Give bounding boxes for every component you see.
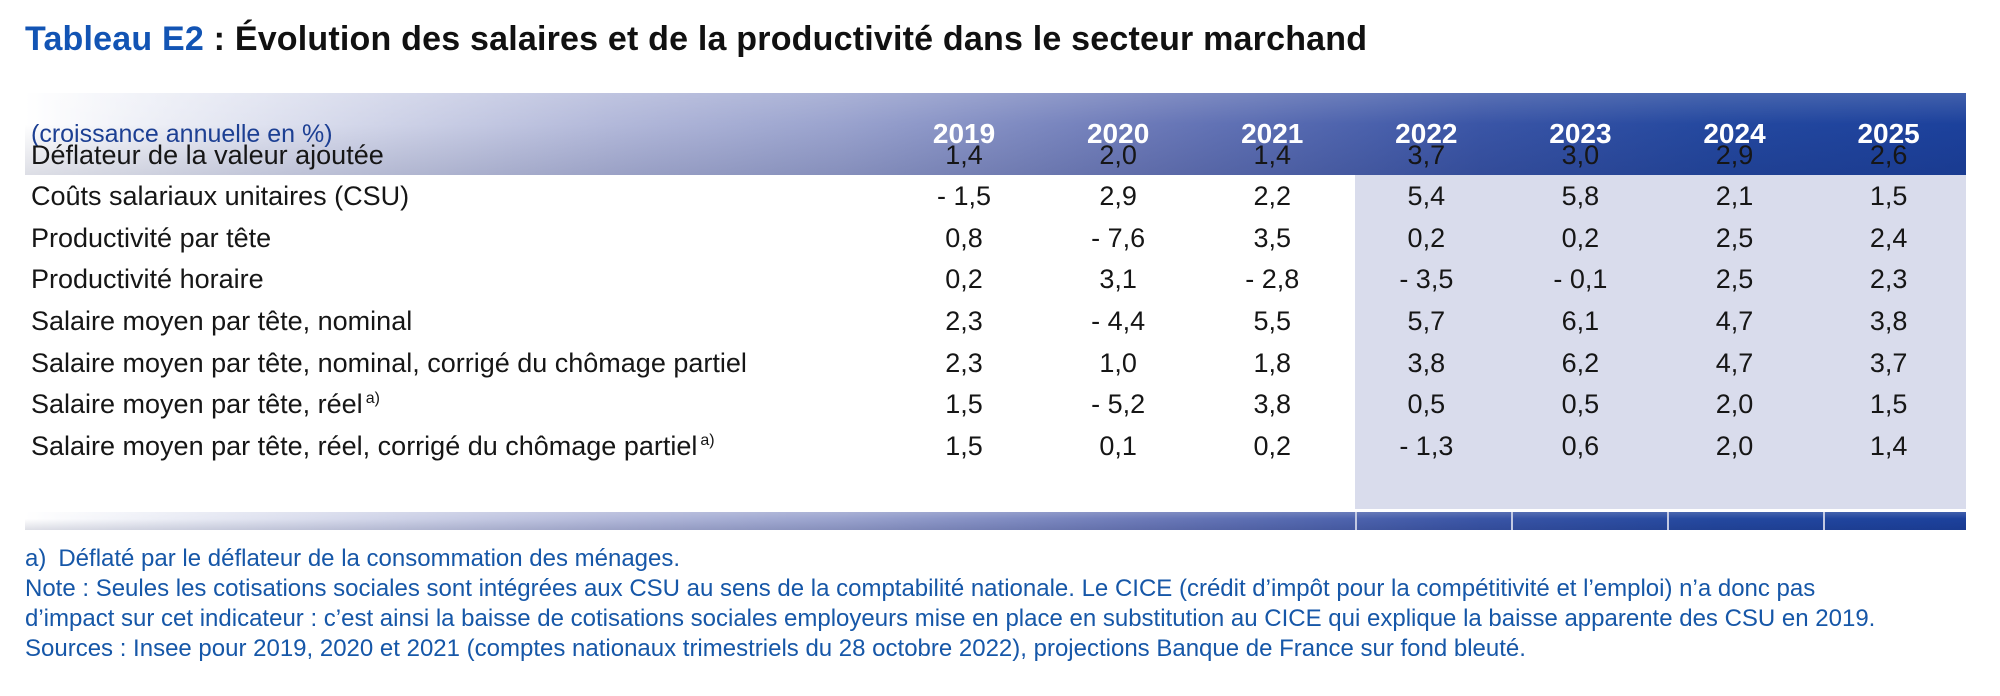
value-cell-2021-row1: 1,4 — [1253, 139, 1291, 170]
value-cell-2024-row8: 2,0 — [1715, 430, 1754, 461]
value-cell-2019-row8: 1,5 — [945, 430, 983, 461]
value-cell-2025-row5: 3,8 — [1869, 305, 1908, 336]
value-cell-2023-row8: 0,6 — [1561, 430, 1600, 461]
value-cell-2020-row5: - 4,4 — [1091, 305, 1146, 336]
year-header-2021: 2021 — [1241, 118, 1304, 149]
note-line-1: Note : Seules les cotisations sociales s… — [25, 575, 1816, 602]
value-cell-2023-row7: 0,5 — [1561, 389, 1600, 420]
value-cell-2020-row7: - 5,2 — [1091, 389, 1146, 420]
value-cell-2025-row6: 3,7 — [1869, 347, 1908, 378]
value-cell-2023-row5: 6,1 — [1561, 305, 1600, 336]
value-cell-2021-row4: - 2,8 — [1245, 264, 1300, 295]
value-cell-2024-row6: 4,7 — [1715, 347, 1754, 378]
row-label: Salaire moyen par tête, nominal — [31, 305, 413, 336]
table-header-band — [25, 93, 1966, 175]
note-line-2: d’impact sur cet indicateur : c’est ains… — [25, 605, 1876, 632]
value-cell-2022-row7: 0,5 — [1407, 389, 1446, 420]
value-cell-2020-row6: 1,0 — [1099, 347, 1137, 378]
table-title-text: : Évolution des salaires et de la produc… — [204, 20, 1368, 58]
value-cell-2021-row2: 2,2 — [1253, 181, 1291, 212]
bar-separator — [1511, 512, 1513, 530]
value-cell-2019-row3: 0,8 — [945, 222, 983, 253]
page-content: Tableau E2 : Évolution des salaires et d… — [25, 0, 1966, 696]
value-cell-2020-row2: 2,9 — [1099, 181, 1137, 212]
page-title: Tableau E2 : Évolution des salaires et d… — [25, 20, 1367, 59]
row-label: Productivité par tête — [31, 222, 272, 253]
value-cell-2025-row3: 2,4 — [1869, 222, 1908, 253]
year-header-2022: 2022 — [1395, 118, 1458, 149]
value-cell-2021-row6: 1,8 — [1253, 347, 1291, 378]
footnote-a-text: Déflaté par le déflateur de la consommat… — [58, 545, 681, 572]
value-cell-2020-row3: - 7,6 — [1091, 222, 1146, 253]
row-label: Coûts salariaux unitaires (CSU) — [31, 181, 410, 212]
value-cell-2021-row7: 3,8 — [1253, 389, 1291, 420]
value-cell-2024-row3: 2,5 — [1715, 222, 1754, 253]
row-label: Déflateur de la valeur ajoutée — [31, 139, 384, 170]
value-cell-2019-row7: 1,5 — [945, 389, 983, 420]
footnote-ref: a) — [700, 431, 715, 449]
footnote-ref: a) — [365, 390, 380, 408]
value-cell-2020-row8: 0,1 — [1099, 430, 1137, 461]
footnote-a: a) Déflaté par le déflateur de la consomm… — [25, 544, 1966, 574]
value-cell-2023-row3: 0,2 — [1561, 222, 1600, 253]
value-cell-2024-row7: 2,0 — [1715, 389, 1754, 420]
year-header-2025: 2025 — [1857, 118, 1920, 149]
bar-separator — [1667, 512, 1669, 530]
value-cell-2022-row5: 5,7 — [1407, 305, 1446, 336]
value-cell-2022-row1: 3,7 — [1407, 139, 1446, 170]
value-cell-2021-row8: 0,2 — [1253, 430, 1291, 461]
value-cell-2024-row4: 2,5 — [1715, 264, 1754, 295]
row-label: Salaire moyen par tête, nominal, corrigé… — [31, 347, 747, 378]
projection-highlight-area — [1355, 175, 1966, 509]
value-cell-2020-row1: 2,0 — [1099, 139, 1137, 170]
row-label: Salaire moyen par tête, réel a) — [31, 389, 380, 420]
value-cell-2021-row5: 5,5 — [1253, 305, 1291, 336]
value-cell-2019-row6: 2,3 — [945, 347, 983, 378]
value-cell-2023-row6: 6,2 — [1561, 347, 1600, 378]
year-header-2024: 2024 — [1703, 118, 1766, 149]
year-header-2019: 2019 — [932, 118, 996, 149]
footnotes: a) Déflaté par le déflateur de la consomm… — [25, 544, 1966, 664]
value-cell-2019-row5: 2,3 — [945, 305, 983, 336]
value-cell-2024-row2: 2,1 — [1715, 181, 1754, 212]
value-cell-2024-row1: 2,9 — [1715, 139, 1754, 170]
value-cell-2019-row2: - 1,5 — [937, 181, 992, 212]
value-cell-2025-row1: 2,6 — [1869, 139, 1908, 170]
value-cell-2022-row8: - 1,3 — [1399, 430, 1454, 461]
value-cell-2022-row2: 5,4 — [1407, 181, 1446, 212]
year-header-2023: 2023 — [1549, 118, 1612, 149]
value-cell-2019-row4: 0,2 — [945, 264, 983, 295]
salary-productivity-table: (croissance annuelle en %) 2019 2020 2021 2… — [25, 93, 1966, 467]
table-bottom-bar — [25, 512, 1966, 530]
footnote-a-label: a) — [25, 545, 47, 572]
row-label: Salaire moyen par tête, réel, corrigé du… — [31, 430, 715, 461]
value-cell-2025-row4: 2,3 — [1869, 264, 1908, 295]
value-cell-2022-row6: 3,8 — [1407, 347, 1446, 378]
value-cell-2025-row2: 1,5 — [1869, 181, 1908, 212]
value-cell-2025-row7: 1,5 — [1869, 389, 1908, 420]
value-cell-2022-row4: - 3,5 — [1399, 264, 1454, 295]
sources-line: Sources : Insee pour 2019, 2020 et 2021 … — [25, 635, 1526, 662]
bar-separator — [1823, 512, 1825, 530]
value-cell-2021-row3: 3,5 — [1253, 222, 1291, 253]
value-cell-2024-row5: 4,7 — [1715, 305, 1754, 336]
unit-label: (croissance annuelle en %) — [31, 120, 333, 148]
value-cell-2023-row1: 3,0 — [1561, 139, 1600, 170]
value-cell-2022-row3: 0,2 — [1407, 222, 1446, 253]
value-cell-2020-row4: 3,1 — [1099, 264, 1137, 295]
value-cell-2023-row2: 5,8 — [1561, 181, 1600, 212]
value-cell-2019-row1: 1,4 — [945, 139, 983, 170]
bar-separator — [1355, 512, 1357, 530]
row-label: Productivité horaire — [31, 264, 264, 295]
table-number: Tableau E2 — [25, 20, 204, 58]
value-cell-2023-row4: - 0,1 — [1553, 264, 1608, 295]
value-cell-2025-row8: 1,4 — [1869, 430, 1908, 461]
year-header-2020: 2020 — [1086, 118, 1150, 149]
